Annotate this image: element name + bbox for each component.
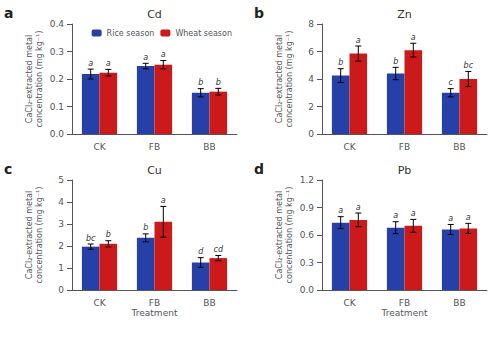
svg-text:Cu: Cu — [147, 164, 162, 177]
svg-text:3: 3 — [58, 219, 64, 229]
svg-text:0.9: 0.9 — [300, 203, 315, 213]
svg-text:4: 4 — [308, 74, 314, 84]
svg-text:concentration (mg kg⁻¹): concentration (mg kg⁻¹) — [35, 31, 44, 128]
svg-text:Pb: Pb — [398, 164, 412, 177]
svg-text:6: 6 — [308, 47, 314, 57]
svg-text:c: c — [448, 78, 453, 87]
svg-text:0.0: 0.0 — [300, 285, 315, 295]
svg-text:Treatment: Treatment — [381, 308, 428, 318]
svg-text:1: 1 — [58, 263, 64, 273]
svg-text:0.4: 0.4 — [50, 19, 65, 29]
svg-text:0.6: 0.6 — [300, 230, 315, 240]
svg-text:0.3: 0.3 — [300, 258, 314, 268]
svg-text:d: d — [254, 161, 264, 177]
svg-text:4: 4 — [58, 197, 64, 207]
svg-text:CK: CK — [343, 142, 356, 152]
svg-text:CaCl₂-extracted metal: CaCl₂-extracted metal — [25, 191, 34, 279]
svg-text:a: a — [88, 59, 93, 68]
svg-text:Cd: Cd — [147, 8, 162, 21]
svg-text:0.0: 0.0 — [50, 129, 65, 139]
svg-text:5: 5 — [58, 175, 64, 185]
svg-text:0.1: 0.1 — [50, 102, 64, 112]
svg-text:CaCl₂-extracted metal: CaCl₂-extracted metal — [275, 35, 284, 123]
svg-text:b: b — [393, 57, 398, 66]
svg-text:Treatment: Treatment — [131, 308, 178, 318]
svg-text:cd: cd — [214, 245, 224, 254]
svg-text:c: c — [4, 161, 12, 177]
svg-text:FB: FB — [399, 298, 410, 308]
svg-text:CaCl₂-extracted metal: CaCl₂-extracted metal — [275, 191, 284, 279]
svg-text:b: b — [106, 230, 111, 239]
svg-text:a: a — [161, 196, 166, 205]
svg-text:a: a — [143, 53, 148, 62]
svg-text:Rice season: Rice season — [107, 29, 155, 38]
svg-text:1.2: 1.2 — [300, 175, 314, 185]
svg-text:Zn: Zn — [397, 8, 412, 21]
svg-text:a: a — [466, 213, 471, 222]
svg-text:BB: BB — [453, 298, 465, 308]
svg-text:concentration (mg kg⁻¹): concentration (mg kg⁻¹) — [285, 187, 294, 284]
svg-text:0.3: 0.3 — [50, 47, 64, 57]
svg-text:a: a — [106, 59, 111, 68]
svg-text:FB: FB — [399, 142, 410, 152]
svg-text:Wheat season: Wheat season — [175, 29, 232, 38]
svg-text:8: 8 — [308, 19, 314, 29]
svg-text:0.2: 0.2 — [50, 74, 64, 84]
svg-text:2: 2 — [308, 102, 314, 112]
svg-text:0: 0 — [308, 129, 314, 139]
svg-text:concentration (mg kg⁻¹): concentration (mg kg⁻¹) — [35, 187, 44, 284]
svg-text:b: b — [254, 5, 264, 21]
svg-text:CK: CK — [93, 142, 106, 152]
svg-text:CK: CK — [343, 298, 356, 308]
svg-text:d: d — [198, 247, 204, 256]
svg-text:b: b — [216, 78, 221, 87]
svg-text:a: a — [338, 206, 343, 215]
svg-text:a: a — [356, 203, 361, 212]
svg-text:b: b — [198, 78, 203, 87]
svg-text:a: a — [393, 211, 398, 220]
svg-text:CaCl₂-extracted metal: CaCl₂-extracted metal — [25, 35, 34, 123]
svg-text:FB: FB — [149, 142, 160, 152]
svg-text:a: a — [4, 5, 13, 21]
svg-text:BB: BB — [203, 298, 215, 308]
svg-text:FB: FB — [149, 298, 160, 308]
svg-text:concentration (mg kg⁻¹): concentration (mg kg⁻¹) — [285, 31, 294, 128]
svg-text:CK: CK — [93, 298, 106, 308]
svg-text:BB: BB — [453, 142, 465, 152]
svg-text:b: b — [338, 58, 343, 67]
svg-text:2: 2 — [58, 241, 64, 251]
svg-text:bc: bc — [464, 61, 474, 70]
svg-text:a: a — [356, 36, 361, 45]
svg-text:b: b — [143, 223, 148, 232]
svg-text:0: 0 — [58, 285, 64, 295]
svg-text:a: a — [411, 209, 416, 218]
svg-text:bc: bc — [86, 234, 96, 243]
svg-text:a: a — [161, 50, 166, 59]
svg-text:a: a — [448, 214, 453, 223]
svg-text:a: a — [411, 33, 416, 42]
svg-text:BB: BB — [203, 142, 215, 152]
